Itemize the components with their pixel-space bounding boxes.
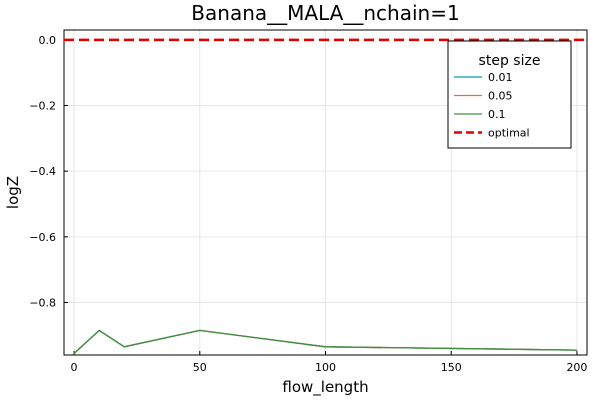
x-tick-label: 50 [193, 361, 207, 374]
y-axis-title: logZ [4, 176, 22, 209]
legend-label: 0.01 [488, 71, 513, 84]
x-ticks: 0 50 100 150 200 [71, 351, 587, 374]
series-layer [73, 329, 577, 354]
legend-label: 0.05 [488, 90, 513, 103]
y-tick-label: −0.8 [29, 296, 56, 309]
legend-title: step size [479, 53, 541, 69]
x-axis-title: flow_length [282, 378, 368, 397]
x-tick-label: 150 [441, 361, 462, 374]
legend-box [447, 40, 572, 149]
legend-label: optimal [488, 127, 530, 140]
y-ticks: 0.0 −0.2 −0.4 −0.6 −0.8 [29, 34, 68, 309]
x-tick-label: 200 [566, 361, 587, 374]
y-tick-label: 0.0 [39, 34, 57, 47]
y-tick-label: −0.4 [29, 165, 56, 178]
y-tick-label: −0.2 [29, 100, 56, 113]
y-tick-label: −0.6 [29, 231, 56, 244]
series-line-0.1 [73, 329, 577, 354]
chart-title: Banana__MALA__nchain=1 [191, 1, 459, 25]
x-tick-label: 100 [315, 361, 336, 374]
x-tick-label: 0 [71, 361, 78, 374]
legend-label: 0.1 [488, 108, 506, 121]
legend: step size 0.01 0.05 0.1 optimal [447, 40, 572, 149]
legend-items: 0.01 0.05 0.1 optimal [454, 71, 530, 140]
